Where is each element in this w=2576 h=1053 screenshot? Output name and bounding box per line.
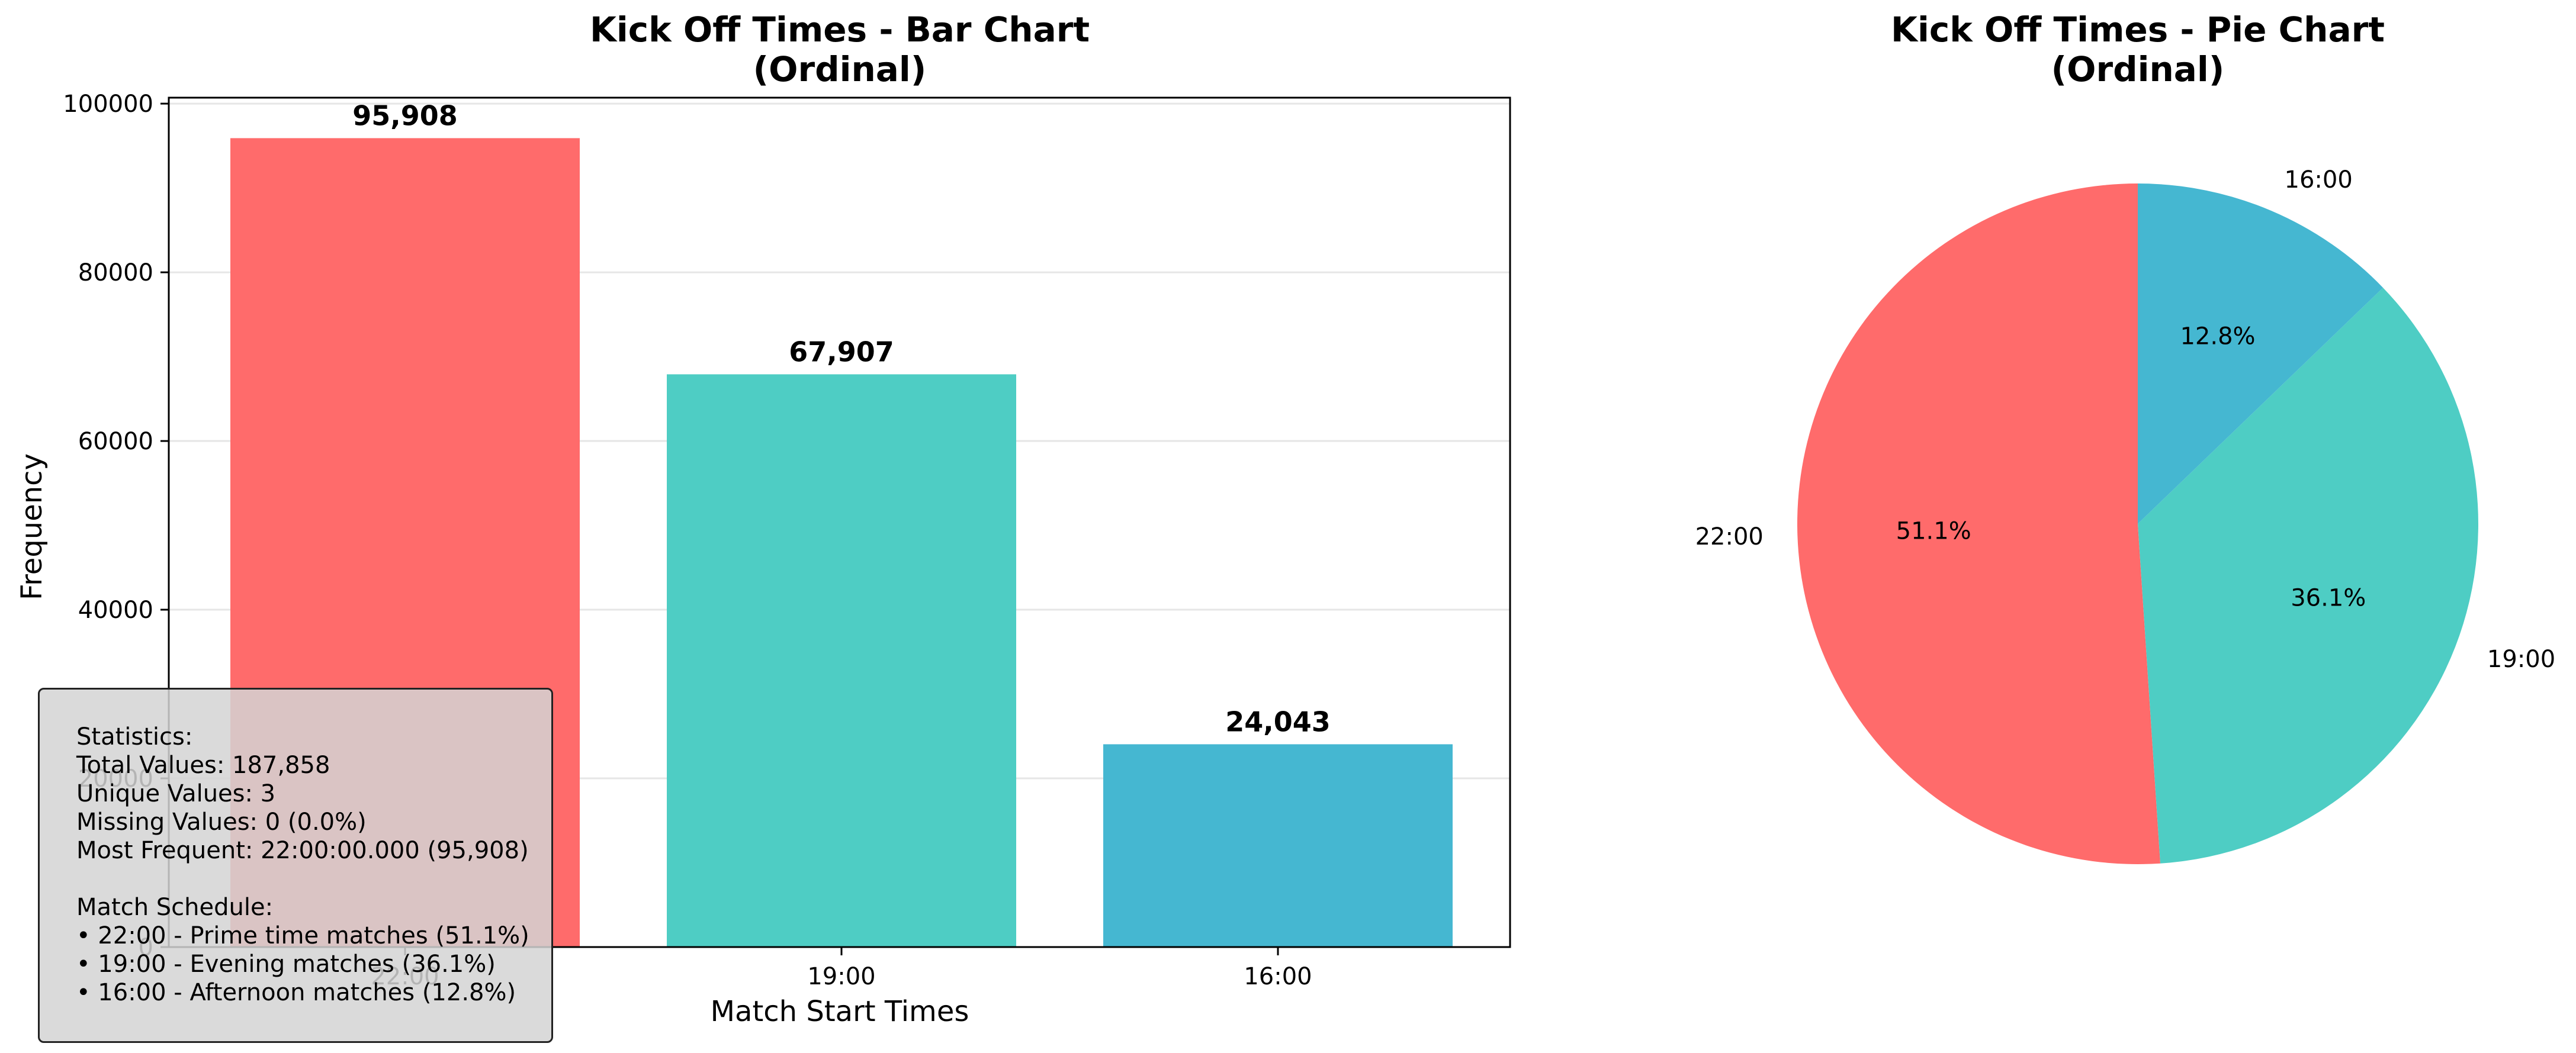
- pie-chart-title-line-1: Kick Off Times - Pie Chart: [1891, 9, 2385, 50]
- pie-category-label: 22:00: [1695, 523, 1764, 550]
- bar-y-tick-label: 40000: [78, 597, 153, 624]
- pie-slice-1600: [2138, 183, 2384, 524]
- pie-labels: 51.1% 22:00 36.1% 19:00 12.8% 16:00: [1695, 166, 2556, 673]
- statistics-line: • 22:00 - Prime time matches (51.1%): [76, 922, 529, 949]
- pie-slice-1900: [2138, 288, 2478, 864]
- bar-plot-frame: [168, 96, 1511, 948]
- bar-value-label: 24,043: [1225, 706, 1331, 738]
- pie-slice-2200: [1797, 183, 2161, 864]
- pie-percent-label: 12.8%: [2180, 323, 2255, 350]
- bar-value-labels: 95,908 67,907 24,043: [352, 99, 1331, 738]
- bar-x-tick-label: 19:00: [807, 963, 875, 990]
- statistics-line: Total Values: 187,858: [76, 752, 330, 779]
- statistics-line: Match Schedule:: [76, 894, 274, 921]
- bar-x-axis-label: Match Start Times: [711, 995, 969, 1028]
- pie-category-label: 19:00: [2487, 646, 2555, 673]
- bar-x-tick-label: 16:00: [1244, 963, 1312, 990]
- statistics-line: Most Frequent: 22:00:00.000 (95,908): [76, 837, 529, 864]
- statistics-line: Missing Values: 0 (0.0%): [76, 809, 367, 836]
- bar-y-tick-label: 80000: [78, 259, 153, 286]
- statistics-line: Unique Values: 3: [76, 780, 276, 807]
- bar-1900: [667, 374, 1016, 947]
- pie-percent-label: 36.1%: [2291, 584, 2366, 611]
- statistics-line: • 16:00 - Afternoon matches (12.8%): [76, 979, 516, 1006]
- statistics-line: Statistics:: [76, 723, 193, 751]
- bar-chart-title-line-1: Kick Off Times - Bar Chart: [590, 9, 1090, 50]
- statistics-line: • 19:00 - Evening matches (36.1%): [76, 951, 496, 978]
- pie-category-label: 16:00: [2285, 166, 2353, 194]
- bar-chart-title-line-2: (Ordinal): [753, 49, 927, 89]
- bar-y-tick-label: 100000: [63, 91, 153, 118]
- bar-1600: [1103, 744, 1453, 947]
- pie-percent-label: 51.1%: [1896, 517, 1971, 545]
- statistics-box: Statistics: Total Values: 187,858 Unique V…: [38, 688, 553, 1043]
- bar-value-label: 95,908: [352, 99, 458, 131]
- bar-y-axis-label: Frequency: [15, 453, 49, 600]
- bar-y-tick-label: 60000: [78, 428, 153, 455]
- pie-slices: [1797, 183, 2478, 864]
- statistics-line: [76, 865, 551, 893]
- bar-value-label: 67,907: [789, 336, 894, 368]
- pie-chart-title-line-2: (Ordinal): [2051, 49, 2225, 89]
